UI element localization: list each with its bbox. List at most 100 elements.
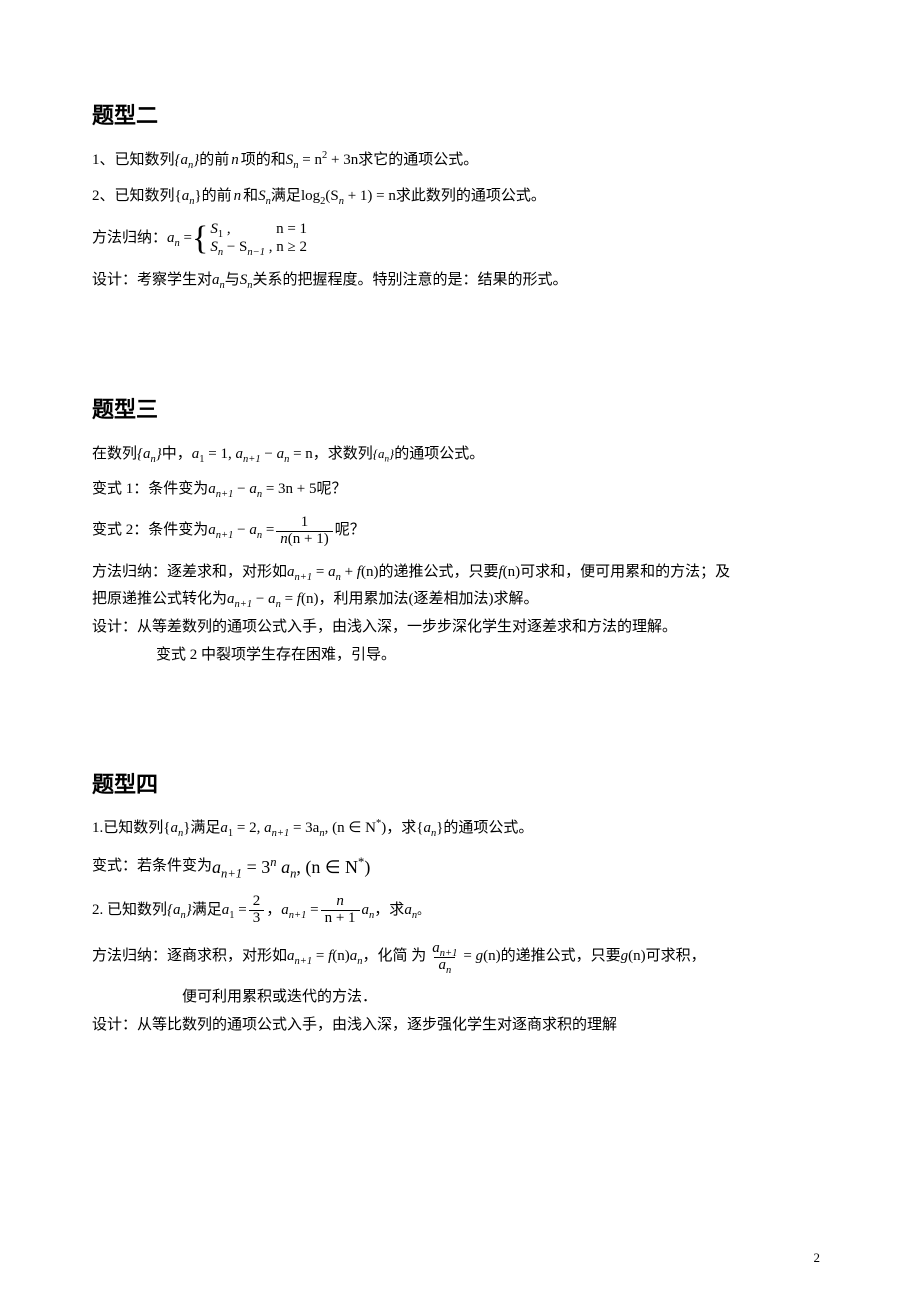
g: g	[476, 948, 484, 964]
text: 的递推公式，只要	[501, 946, 621, 968]
a: a	[277, 446, 285, 462]
a: a	[264, 820, 272, 836]
eq: = n	[289, 446, 312, 462]
s4-method: 方法归纳：逐商求积，对形如 an+1 = f(n)an ，化简 为 an+1 a…	[92, 941, 828, 974]
a: a	[208, 522, 216, 538]
a: a	[249, 481, 257, 497]
eq: =	[463, 948, 475, 964]
s2-problem-1: 1、已知数列 {an} 的前 n 项的和 Sn = n2 + 3n 求它的通项公…	[92, 150, 828, 172]
a: a	[438, 957, 446, 973]
spacer	[92, 352, 828, 394]
a: a	[173, 902, 181, 918]
fraction: 2 3	[249, 894, 265, 927]
s4-problem-2: 2. 已知数列 {an} 满足 a1 = 2 3 ， an+1 = n n + …	[92, 894, 828, 927]
s2-design: 设计：考察学生对 an 与 Sn 关系的把握程度。特别注意的是：结果的形式。	[92, 270, 828, 292]
eq: = 3	[242, 857, 270, 877]
S: S	[258, 188, 266, 204]
s4-method-2: 便可利用累积或迭代的方法．	[92, 987, 828, 1009]
paren: (S	[325, 188, 338, 204]
math-an: an	[170, 818, 183, 840]
eq: = 3a	[289, 820, 319, 836]
fraction: n n + 1	[321, 894, 360, 927]
math-an: an	[212, 270, 225, 292]
text: 可求积，	[646, 946, 706, 968]
a: a	[181, 152, 189, 168]
a: a	[249, 522, 257, 538]
s3-design-1: 设计：从等差数列的通项公式入手，由浅入深，一步步深化学生对逐差求和方法的理解。	[92, 617, 828, 639]
text: 设计：考察学生对	[92, 270, 212, 292]
sub: n+1	[295, 572, 313, 583]
a: a	[268, 591, 276, 607]
text: 变式 1：条件变为	[92, 479, 208, 501]
math-log: log2(Sn + 1) = n	[301, 186, 396, 208]
math: an+1 = an + f(n)	[287, 562, 378, 584]
text: 的前	[199, 150, 229, 172]
math: a1 = 1, an+1 − an = n	[192, 444, 313, 466]
inN: , (n ∈ N	[296, 857, 358, 877]
sub: n+1	[235, 599, 253, 610]
s2-method: 方法归纳： an = { S1 , n = 1 Sn − Sn−1 , n ≥ …	[92, 221, 828, 256]
section-4-title: 题型四	[92, 769, 828, 801]
sub: n+1	[272, 828, 290, 839]
text: }的通项公式。	[436, 818, 533, 840]
eq: =	[262, 522, 274, 538]
denominator: 3	[249, 910, 265, 927]
text: ，求{	[386, 818, 423, 840]
sub: n+1	[289, 910, 307, 921]
text: 呢？	[317, 479, 347, 501]
text: 可求和，便可用累和的方法；及	[520, 562, 730, 584]
text: 变式：若条件变为	[92, 856, 212, 878]
S: S	[210, 239, 218, 255]
math-Sn: Sn	[240, 270, 253, 292]
brace-icon: {	[192, 222, 208, 256]
page-number: 2	[814, 1249, 821, 1268]
s3-variant-2: 变式 2：条件变为 an+1 − an = 1 n(n + 1) 呢？	[92, 515, 828, 548]
math-n: n	[231, 150, 239, 172]
a: a	[404, 902, 412, 918]
text: 中，	[162, 444, 192, 466]
sub: n	[181, 910, 186, 921]
numerator: n	[332, 894, 348, 910]
np1: (n + 1)	[288, 531, 329, 547]
sub: n−1	[247, 247, 265, 258]
text: ，	[266, 900, 281, 922]
s4-variant: 变式：若条件变为 an+1 = 3n an, (n ∈ N*)	[92, 854, 828, 880]
page: 题型二 1、已知数列 {an} 的前 n 项的和 Sn = n2 + 3n 求它…	[0, 0, 920, 1302]
sub: n+1	[216, 530, 234, 541]
spacer	[92, 727, 828, 769]
math: an	[404, 900, 417, 922]
log: log	[301, 188, 320, 204]
text: 。	[417, 902, 429, 919]
a: a	[208, 481, 216, 497]
math: an+1 − an =	[208, 520, 274, 542]
arg: (n)	[503, 564, 521, 580]
sub: n	[188, 160, 193, 171]
piece-rows: S1 , n = 1 Sn − Sn−1 , n ≥ 2	[210, 221, 307, 256]
a: a	[167, 230, 175, 246]
text: 方法归纳：	[92, 228, 167, 250]
comma: ,	[223, 221, 234, 237]
eq: =	[312, 948, 328, 964]
math: g(n)	[621, 946, 646, 968]
text: 满足	[271, 186, 301, 208]
eq: =	[281, 591, 297, 607]
eq: = 2,	[233, 820, 264, 836]
math-Sn: Sn = n2 + 3n	[286, 150, 358, 172]
math: an	[362, 900, 375, 922]
section-3-title: 题型三	[92, 394, 828, 426]
sub: n	[446, 965, 451, 976]
text: 1、已知数列	[92, 150, 175, 172]
eq: + 1) = n	[344, 188, 396, 204]
fraction: 1 n(n + 1)	[276, 515, 332, 548]
numerator: an+1	[428, 941, 461, 957]
numerator: 1	[297, 515, 313, 531]
section-4: 题型四 1.已知数列{ an }满足 a1 = 2, an+1 = 3an, (…	[92, 769, 828, 1037]
text: 1.已知数列{	[92, 818, 170, 840]
a: a	[212, 272, 220, 288]
text: 方法归纳：逐商求积，对形如	[92, 946, 287, 968]
text: 的递推公式，只要	[378, 562, 498, 584]
math: f(n)	[498, 562, 520, 584]
n: n	[280, 531, 288, 547]
text: 变式 2：条件变为	[92, 520, 208, 542]
sub: n+1	[295, 956, 313, 967]
